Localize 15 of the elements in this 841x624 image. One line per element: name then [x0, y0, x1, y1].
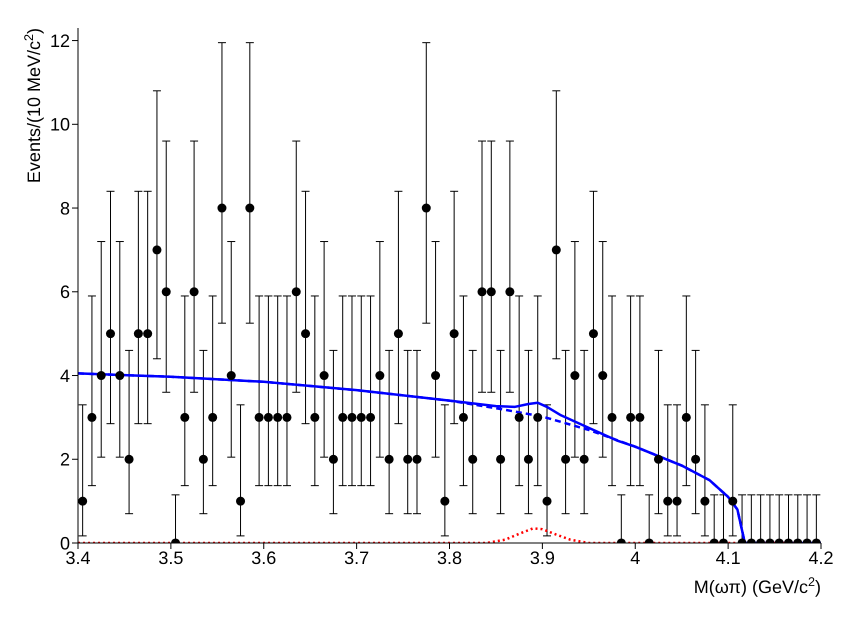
x-tick-label: 3.7: [344, 548, 370, 568]
x-tick-label: 4.2: [808, 548, 834, 568]
y-tick-label: 2: [60, 450, 70, 470]
y-tick-label: 10: [50, 114, 70, 135]
x-tick-label: 4.1: [716, 548, 741, 568]
x-tick-label: 3.8: [436, 548, 462, 568]
x-tick-label: 4: [630, 548, 640, 568]
x-tick-label: 3.6: [251, 548, 276, 568]
x-axis-title: M(ωπ) (GeV/c$^{2}$): [694, 575, 821, 597]
y-tick-label: 4: [60, 366, 70, 386]
y-tick-label: 12: [50, 30, 70, 51]
x-tick-label: 3.9: [530, 548, 555, 568]
y-tick-label: 6: [60, 282, 70, 302]
x-tick-label: 3.5: [158, 548, 184, 568]
y-tick-label: 8: [60, 198, 70, 218]
